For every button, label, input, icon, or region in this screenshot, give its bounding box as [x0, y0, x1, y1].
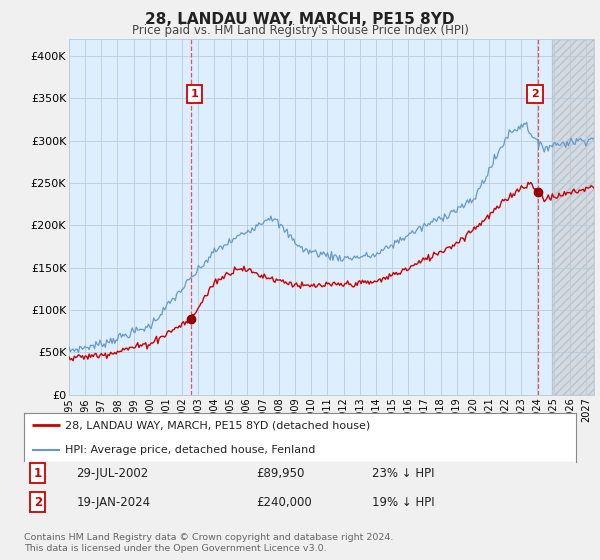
Text: £240,000: £240,000	[256, 496, 311, 509]
Bar	[552, 39, 594, 395]
Text: 19-JAN-2024: 19-JAN-2024	[76, 496, 151, 509]
Text: Contains HM Land Registry data © Crown copyright and database right 2024.
This d: Contains HM Land Registry data © Crown c…	[24, 533, 394, 553]
Text: 1: 1	[191, 89, 199, 99]
Text: 2: 2	[531, 89, 539, 99]
Text: 19% ↓ HPI: 19% ↓ HPI	[372, 496, 434, 509]
Text: 2: 2	[34, 496, 42, 509]
Text: HPI: Average price, detached house, Fenland: HPI: Average price, detached house, Fenl…	[65, 445, 316, 455]
Text: 23% ↓ HPI: 23% ↓ HPI	[372, 466, 434, 480]
Text: Price paid vs. HM Land Registry's House Price Index (HPI): Price paid vs. HM Land Registry's House …	[131, 24, 469, 37]
Text: £89,950: £89,950	[256, 466, 304, 480]
Text: 28, LANDAU WAY, MARCH, PE15 8YD (detached house): 28, LANDAU WAY, MARCH, PE15 8YD (detache…	[65, 420, 371, 430]
Text: 28, LANDAU WAY, MARCH, PE15 8YD: 28, LANDAU WAY, MARCH, PE15 8YD	[145, 12, 455, 27]
Text: 1: 1	[34, 466, 42, 480]
Text: 29-JUL-2002: 29-JUL-2002	[76, 466, 149, 480]
